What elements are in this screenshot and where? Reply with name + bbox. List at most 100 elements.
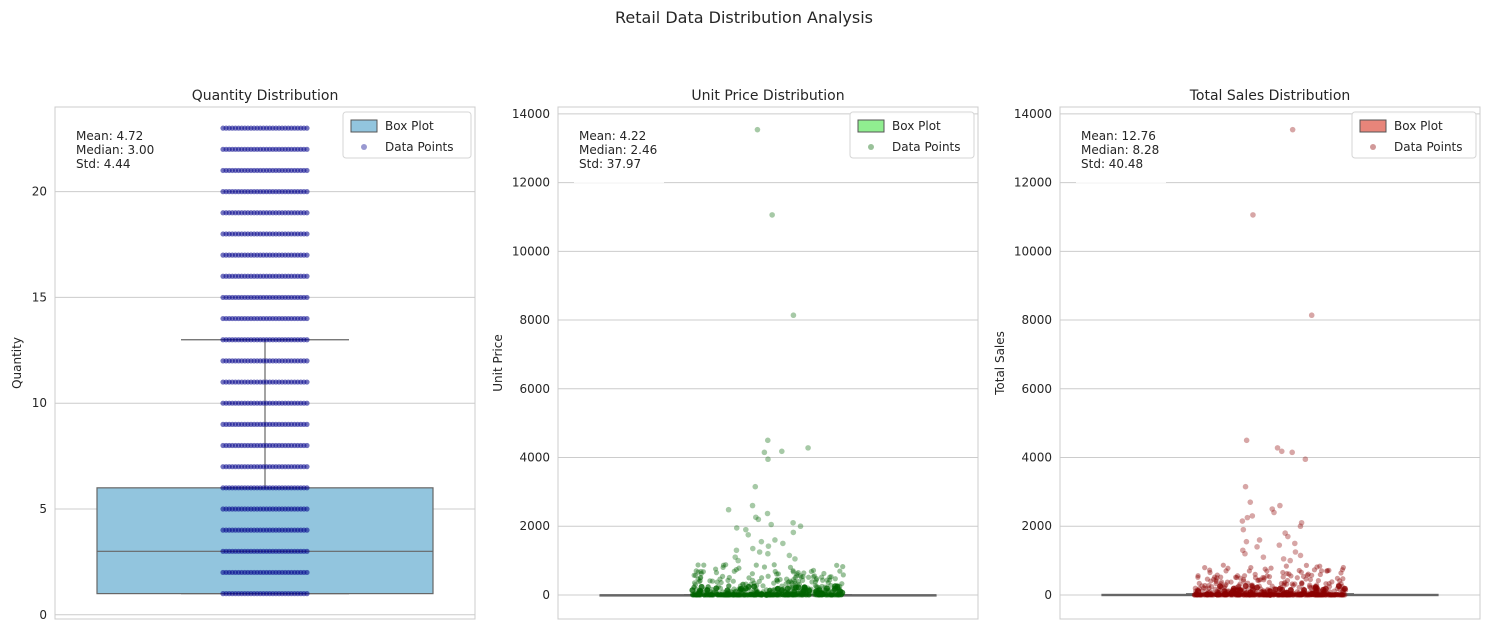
data-point [698,574,704,581]
panel-1: 0 5 10 15 20 Quantity Distribution Quantity Mea… [10,88,476,622]
data-point [771,592,777,598]
figure-title: Retail Data Distribution Analysis [615,8,873,27]
data-point [745,592,751,598]
data-point [829,592,835,598]
outlier-point [745,532,752,538]
data-point [707,592,713,598]
outlier-point [758,538,765,545]
data-point [797,592,804,598]
data-point [801,570,807,576]
data-point [782,592,788,598]
data-point [1340,564,1346,571]
data-point [773,592,779,598]
data-point [812,582,818,589]
data-point [1255,577,1261,583]
data-point [783,592,790,598]
data-point [1276,592,1282,598]
data-point [1288,573,1294,579]
data-point [690,592,696,598]
data-point [744,592,750,598]
data-point [716,591,722,597]
data-point [751,583,758,590]
outlier-point [1247,499,1254,505]
data-point [730,578,736,584]
data-point [1209,592,1215,598]
outlier-point [754,126,761,133]
data-point [1264,573,1270,579]
data-point [783,591,789,597]
data-point [691,580,698,586]
data-point [726,583,732,589]
data-points [1191,126,1349,598]
axes-frame [54,106,476,620]
data-point [766,587,772,593]
data-point [1340,576,1346,582]
outlier-point [772,537,778,543]
data-point [827,592,834,598]
data-point [828,592,834,598]
y-tick-label: 0 [1044,588,1052,602]
data-point [1332,592,1338,598]
data-point [1328,592,1334,598]
data-point [1338,592,1344,598]
outlier-point [1289,449,1295,456]
data-point [304,125,310,131]
data-point [708,592,714,598]
data-point [1281,580,1287,587]
data-point [723,592,729,598]
data-point [1233,574,1239,580]
data-point [718,592,724,598]
data-point [1323,592,1329,598]
data-point [752,592,759,598]
data-point [760,583,766,589]
data-point [1323,591,1330,597]
data-point [795,578,802,585]
data-point [1325,592,1331,598]
data-point [714,591,720,597]
data-point [785,592,791,598]
outlier-point [733,547,740,554]
data-point [706,592,712,598]
data-point [1294,592,1300,598]
data-point [806,592,812,598]
data-point [712,566,719,572]
data-point [720,564,726,571]
data-point [709,592,715,598]
data-point [1328,592,1334,598]
data-point [1334,591,1340,597]
data-point [785,592,791,598]
outlier-point [1289,126,1296,133]
data-point [750,591,757,597]
data-point [1191,592,1198,598]
data-point [731,586,737,592]
data-point [1278,592,1285,598]
data-point [771,562,777,568]
data-point [1278,580,1285,587]
data-point [827,577,833,583]
outlier-point [1240,547,1246,554]
data-point [1338,570,1344,576]
data-point [1283,581,1290,587]
data-point [799,592,805,598]
outlier-point [761,449,768,456]
y-tick-label: 12000 [1014,176,1052,190]
data-point [1334,592,1340,598]
y-tick-label: 15 [32,290,47,304]
data-point [1252,592,1259,598]
data-point [304,337,310,343]
data-point [1207,569,1213,576]
data-point [1283,591,1290,598]
data-point [806,592,812,598]
data-point [1315,577,1322,584]
y-tick-label: 8000 [519,313,550,327]
data-point [1214,591,1221,598]
data-point [1318,592,1325,598]
data-point [763,587,769,593]
data-point [777,576,783,583]
data-point [721,592,728,598]
data-point [1220,562,1226,568]
data-point [834,562,840,568]
data-point [714,592,721,598]
y-tick-label: 4000 [519,450,550,464]
data-point [304,379,310,385]
